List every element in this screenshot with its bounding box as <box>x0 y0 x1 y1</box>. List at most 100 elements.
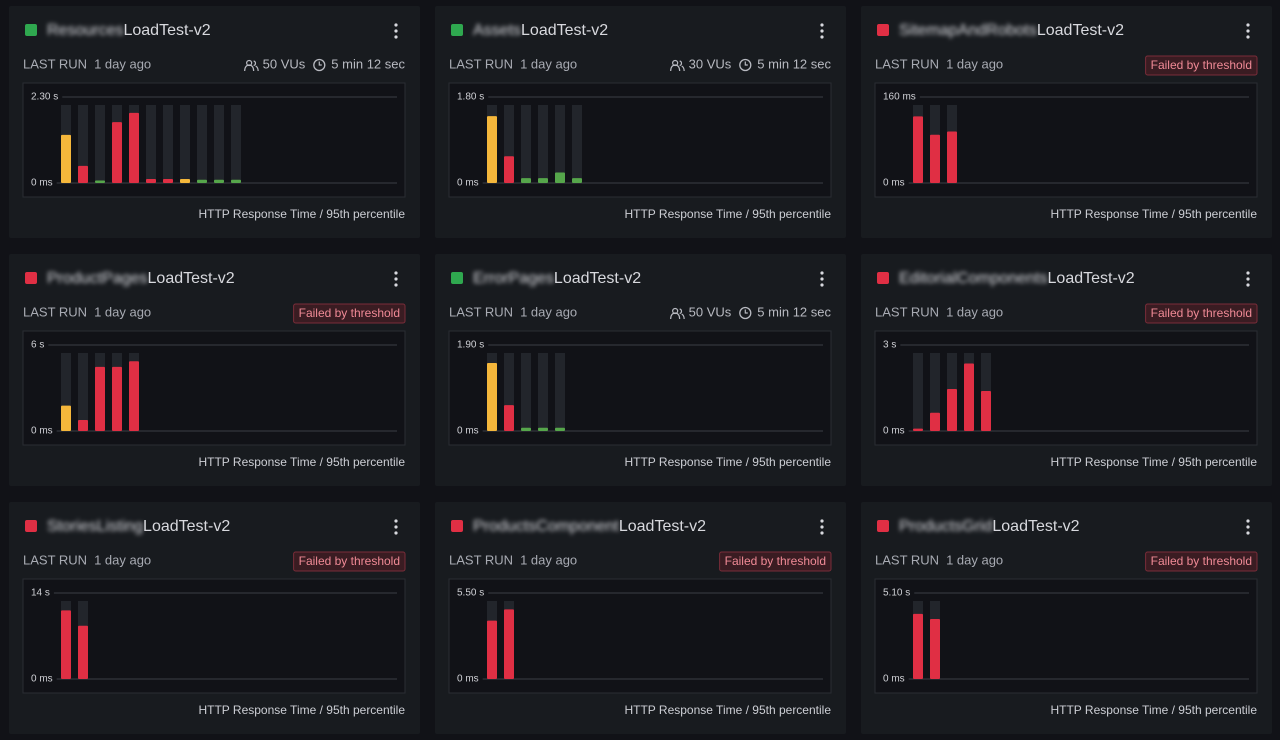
card-menu[interactable] <box>820 271 824 287</box>
bar[interactable] <box>95 366 105 431</box>
clock-hand <box>744 309 748 314</box>
test-name-prefix[interactable]: EditorialComponents <box>899 270 1048 287</box>
bar[interactable] <box>521 427 531 431</box>
test-name-suffix[interactable]: LoadTest-v2 <box>123 22 210 39</box>
card-menu[interactable] <box>820 23 824 39</box>
bar[interactable] <box>504 405 514 431</box>
card-menu[interactable] <box>1246 271 1250 287</box>
bar[interactable] <box>95 180 105 183</box>
last-run-value: 1 day ago <box>946 56 1003 71</box>
test-card[interactable]: ProductsComponent LoadTest-v2 LAST RUN 1 da… <box>435 502 846 734</box>
card-menu[interactable] <box>1246 519 1250 535</box>
card-menu[interactable] <box>394 519 398 535</box>
bar[interactable] <box>930 412 940 431</box>
bar[interactable] <box>930 134 940 183</box>
y-tick-label: 1.90 s <box>457 340 484 351</box>
test-name-prefix[interactable]: ProductsGrid <box>899 518 992 535</box>
menu-dot <box>820 271 824 275</box>
bar[interactable] <box>504 156 514 183</box>
bar[interactable] <box>129 112 139 183</box>
bar[interactable] <box>61 405 71 431</box>
test-name-suffix[interactable]: LoadTest-v2 <box>1048 270 1135 287</box>
bar[interactable] <box>78 625 88 679</box>
bar[interactable] <box>197 179 207 183</box>
test-name-suffix[interactable]: LoadTest-v2 <box>143 518 230 535</box>
test-name-suffix[interactable]: LoadTest-v2 <box>992 518 1079 535</box>
test-name-suffix[interactable]: LoadTest-v2 <box>1037 22 1124 39</box>
last-run-label: LAST RUN <box>875 552 939 567</box>
bar[interactable] <box>214 179 224 183</box>
bar[interactable] <box>146 179 156 183</box>
y-tick-label: 0 ms <box>457 674 479 685</box>
bar[interactable] <box>555 172 565 183</box>
test-card[interactable]: Resources LoadTest-v2 LAST RUN 1 day ago 5 m… <box>9 6 420 238</box>
bar[interactable] <box>61 610 71 679</box>
test-card[interactable]: ProductsGrid LoadTest-v2 LAST RUN 1 day ago… <box>861 502 1272 734</box>
menu-dot <box>394 29 398 33</box>
card-menu[interactable] <box>1246 23 1250 39</box>
test-name-prefix[interactable]: ProductPages <box>47 270 148 287</box>
test-name-suffix[interactable]: LoadTest-v2 <box>619 518 706 535</box>
test-card[interactable]: EditorialComponents LoadTest-v2 LAST RUN 1 … <box>861 254 1272 486</box>
bar[interactable] <box>129 361 139 431</box>
menu-dot <box>394 35 398 39</box>
bar[interactable] <box>913 428 923 431</box>
bar[interactable] <box>78 419 88 431</box>
bar[interactable] <box>555 427 565 431</box>
bar[interactable] <box>930 618 940 679</box>
bar[interactable] <box>78 165 88 183</box>
test-name-prefix[interactable]: Resources <box>47 22 123 39</box>
bar[interactable] <box>231 179 241 183</box>
bar[interactable] <box>487 116 497 183</box>
bar[interactable] <box>538 427 548 431</box>
test-name-prefix[interactable]: ErrorPages <box>473 270 554 287</box>
bar-track <box>572 105 582 183</box>
bar[interactable] <box>947 389 957 431</box>
test-card[interactable]: SitemapAndRobots LoadTest-v2 LAST RUN 1 day… <box>861 6 1272 238</box>
bar[interactable] <box>572 178 582 183</box>
card-menu[interactable] <box>394 271 398 287</box>
bar-track <box>146 105 156 183</box>
bar[interactable] <box>913 116 923 183</box>
bar-track <box>95 105 105 183</box>
bar[interactable] <box>504 609 514 679</box>
bar[interactable] <box>947 131 957 183</box>
test-card[interactable]: Assets LoadTest-v2 LAST RUN 1 day ago 5 min … <box>435 6 846 238</box>
last-run-value: 1 day ago <box>94 552 151 567</box>
test-name-prefix[interactable]: SitemapAndRobots <box>899 22 1037 39</box>
bar[interactable] <box>112 122 122 183</box>
test-name-suffix[interactable]: LoadTest-v2 <box>521 22 608 39</box>
menu-dot <box>1246 283 1250 287</box>
bar[interactable] <box>538 178 548 183</box>
menu-dot <box>820 29 824 33</box>
last-run-label: LAST RUN <box>449 56 513 71</box>
bar[interactable] <box>61 134 71 183</box>
test-name-suffix[interactable]: LoadTest-v2 <box>554 270 641 287</box>
y-tick-label: 5.50 s <box>457 588 484 599</box>
status-indicator <box>451 24 463 36</box>
test-name-prefix[interactable]: StoriesListing <box>47 518 143 535</box>
bar[interactable] <box>487 363 497 431</box>
bar[interactable] <box>163 179 173 183</box>
y-tick-label: 6 s <box>31 340 44 351</box>
card-menu[interactable] <box>394 23 398 39</box>
bar[interactable] <box>981 391 991 431</box>
bar[interactable] <box>521 178 531 183</box>
test-card[interactable]: ProductPages LoadTest-v2 LAST RUN 1 day ago… <box>9 254 420 486</box>
bar[interactable] <box>964 363 974 431</box>
bar[interactable] <box>913 613 923 679</box>
test-name-prefix[interactable]: ProductsComponent <box>473 518 619 535</box>
vus: 50 VUs <box>689 304 732 319</box>
bar[interactable] <box>180 179 190 183</box>
card-menu[interactable] <box>820 519 824 535</box>
test-card[interactable]: ErrorPages LoadTest-v2 LAST RUN 1 day ago 5 … <box>435 254 846 486</box>
menu-dot <box>394 23 398 27</box>
test-name-prefix[interactable]: Assets <box>473 22 521 39</box>
status-indicator <box>25 24 37 36</box>
failed-badge-text: Failed by threshold <box>1151 306 1252 320</box>
bar[interactable] <box>487 620 497 679</box>
test-name-suffix[interactable]: LoadTest-v2 <box>148 270 235 287</box>
test-card[interactable]: StoriesListing LoadTest-v2 LAST RUN 1 day a… <box>9 502 420 734</box>
bar[interactable] <box>112 366 122 431</box>
